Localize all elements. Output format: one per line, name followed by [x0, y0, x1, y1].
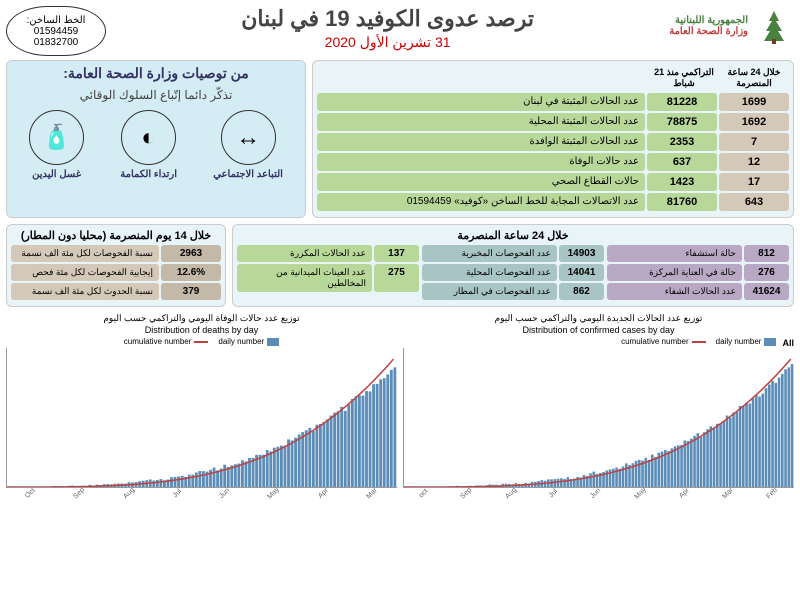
page-title: ترصد عدوى الكوفيد 19 في لبنان — [106, 6, 669, 32]
tips-subtitle: تذكّر دائما إتّباع السلوك الوقائي — [11, 88, 301, 102]
hotline-1: 01594459 — [17, 26, 95, 37]
panel-24h: خلال 24 ساعة المنصرمة 812حالة استشفاء276… — [232, 224, 794, 307]
cases-title-ar: توزيع عدد الحالات الجديدة اليومي والتراك… — [403, 313, 794, 324]
tips-panel: من توصيات وزارة الصحة العامة: تذكّر دائم… — [6, 60, 306, 218]
stats-cumulative: 81228 — [647, 93, 717, 111]
stats-daily: 7 — [719, 133, 789, 151]
stats-label: حالات القطاع الصحي — [317, 173, 645, 191]
all-label: All — [782, 338, 794, 348]
stats-daily: 12 — [719, 153, 789, 171]
logo-section: الجمهورية اللبنانية وزارة الصحة العامة — [669, 6, 794, 46]
stats-label: عدد حالات الوفاة — [317, 153, 645, 171]
tip-icon: ◐ — [121, 110, 176, 165]
hotline-label: الخط الساخن: — [17, 15, 95, 26]
stats-cumulative: 1423 — [647, 173, 717, 191]
deaths-chart-panel: توزيع عدد حالات الوفاة اليومي والتراكمي … — [6, 313, 397, 497]
stats-daily: 1699 — [719, 93, 789, 111]
tips-title: من توصيات وزارة الصحة العامة: — [11, 65, 301, 82]
deaths-title-en: Distribution of deaths by day — [6, 325, 397, 335]
org-line2: وزارة الصحة العامة — [669, 26, 748, 37]
stats-row: 1692 78875 عدد الحالات المثبتة المحلية — [317, 113, 789, 131]
cases-chart-panel: توزيع عدد الحالات الجديدة اليومي والتراك… — [403, 313, 794, 497]
cases-chart — [404, 348, 794, 487]
stats-daily: 643 — [719, 193, 789, 211]
tip-label: التباعد الاجتماعي — [213, 169, 283, 180]
stats-cumulative: 2353 — [647, 133, 717, 151]
deaths-title-ar: توزيع عدد حالات الوفاة اليومي والتراكمي … — [6, 313, 397, 324]
stats-label: عدد الاتصالات المجابة للخط الساخن «كوفيد… — [317, 193, 645, 211]
stats-row: 643 81760 عدد الاتصالات المجابة للخط الس… — [317, 193, 789, 211]
cases-title-en: Distribution of confirmed cases by day — [403, 325, 794, 335]
hotline-box: الخط الساخن: 01594459 01832700 — [6, 6, 106, 56]
tip-item: 🧴 غسل اليدين — [29, 110, 84, 180]
logo-text: الجمهورية اللبنانية وزارة الصحة العامة — [669, 15, 748, 37]
stats-label: عدد الحالات المثبتة الوافدة — [317, 133, 645, 151]
hotline-2: 01832700 — [17, 37, 95, 48]
report-date: 31 تشرين الأول 2020 — [106, 34, 669, 51]
org-line1: الجمهورية اللبنانية — [669, 15, 748, 26]
stats-cumulative: 81760 — [647, 193, 717, 211]
stats-cumulative: 637 — [647, 153, 717, 171]
header: الجمهورية اللبنانية وزارة الصحة العامة ت… — [6, 6, 794, 56]
stats-label: عدد الحالات المثبتة المحلية — [317, 113, 645, 131]
cedar-logo-icon — [754, 6, 794, 46]
title-section: ترصد عدوى الكوفيد 19 في لبنان 31 تشرين ا… — [106, 6, 669, 51]
stats-col-cumulative: التراكمي منذ 21 شباط — [649, 65, 719, 91]
tip-item: ↔ التباعد الاجتماعي — [213, 110, 283, 180]
deaths-chart — [7, 348, 397, 487]
stats-row: 12 637 عدد حالات الوفاة — [317, 153, 789, 171]
panel-24h-title: خلال 24 ساعة المنصرمة — [237, 229, 789, 242]
tip-label: غسل اليدين — [29, 169, 84, 180]
tip-icon: ↔ — [221, 110, 276, 165]
stats-daily: 1692 — [719, 113, 789, 131]
stats-row: 7 2353 عدد الحالات المثبتة الوافدة — [317, 133, 789, 151]
panel-14d-title: خلال 14 يوم المنصرمة (محليا دون المطار) — [11, 229, 221, 242]
panel-14d: خلال 14 يوم المنصرمة (محليا دون المطار) … — [6, 224, 226, 307]
stats-row: 1699 81228 عدد الحالات المثبتة في لبنان — [317, 93, 789, 111]
stats-label: عدد الحالات المثبتة في لبنان — [317, 93, 645, 111]
stats-col-24h: خلال 24 ساعة المنصرمة — [719, 65, 789, 91]
tip-item: ◐ ارتداء الكمامة — [120, 110, 177, 180]
stats-row: 17 1423 حالات القطاع الصحي — [317, 173, 789, 191]
main-stats-panel: خلال 24 ساعة المنصرمة التراكمي منذ 21 شب… — [312, 60, 794, 218]
tip-label: ارتداء الكمامة — [120, 169, 177, 180]
tip-icon: 🧴 — [29, 110, 84, 165]
stats-daily: 17 — [719, 173, 789, 191]
stats-cumulative: 78875 — [647, 113, 717, 131]
